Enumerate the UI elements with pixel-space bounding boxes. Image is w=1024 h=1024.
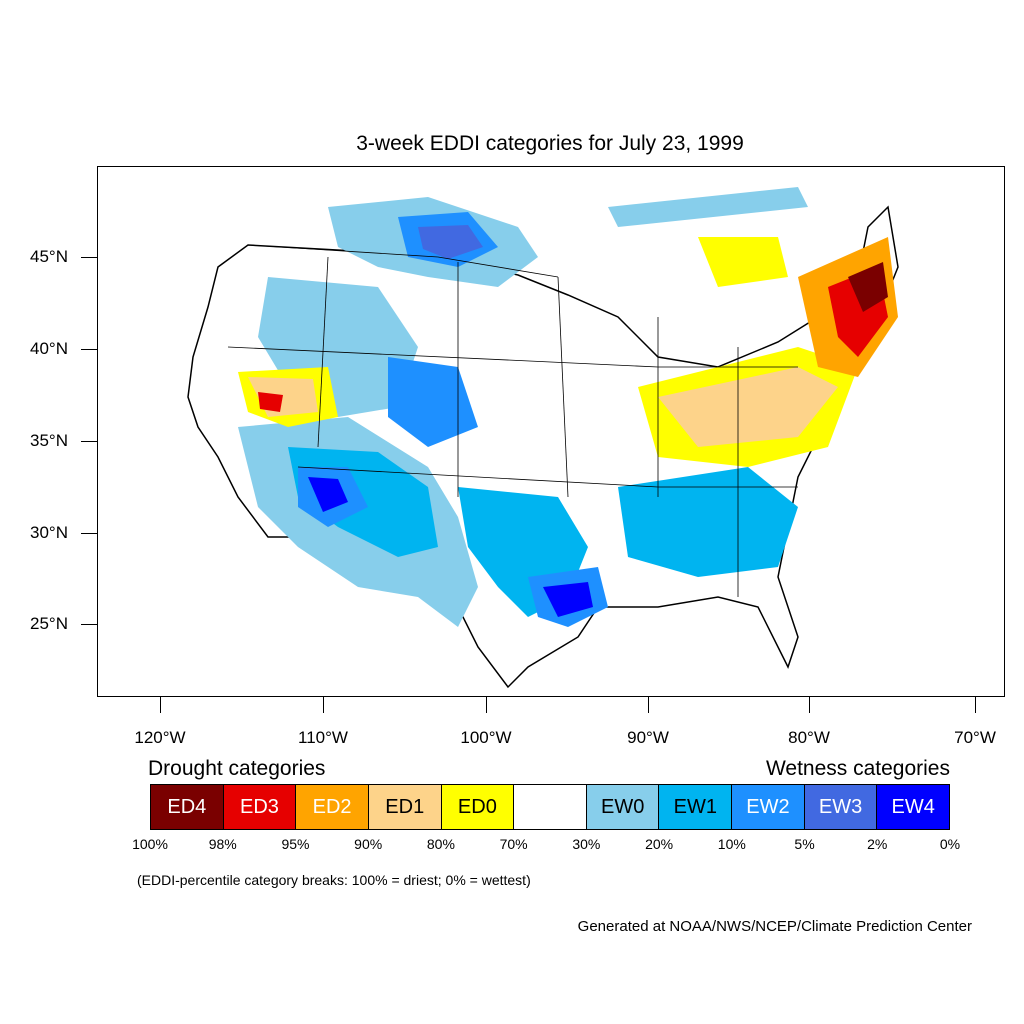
lat-label-30: 30°N [30,523,68,542]
lat-label-40: 40°N [30,339,68,358]
drought-heading: Drought categories [148,757,326,780]
lat-label-25: 25°N [30,614,68,633]
legend-cell-ed2: ED2 [296,785,369,829]
lon-tick [975,697,976,713]
lon-tick [486,697,487,713]
drought-region-great-lakes [698,237,788,287]
wet-region-montana-core [418,225,483,259]
legend-cell-ew1: EW1 [659,785,733,829]
lat-tick [81,624,97,625]
wet-region-colorado [388,357,478,447]
lat-tick [81,349,97,350]
credit-line: Generated at NOAA/NWS/NCEP/Climate Predi… [577,918,972,935]
break-label: 2% [867,836,888,852]
lon-tick [648,697,649,713]
lat-label-45: 45°N [30,247,68,266]
legend-cell-normal [514,785,587,829]
legend-cell-ew0: EW0 [586,785,660,829]
lon-tick [323,697,324,713]
legend-cell-ed4: ED4 [151,785,224,829]
break-label: 5% [794,836,815,852]
break-label: 90% [354,836,383,852]
lat-label-35: 35°N [30,431,68,450]
map-title: 3-week EDDI categories for July 23, 1999 [356,132,744,155]
lat-tick [81,257,97,258]
lon-label-90: 90°W [627,728,669,747]
map-panel [97,166,1005,697]
break-label: 80% [426,836,455,852]
break-label: 70% [499,836,528,852]
lon-tick [160,697,161,713]
legend-cell-ew3: EW3 [804,785,878,829]
wet-region-arizona-core [308,477,348,512]
lon-label-100: 100°W [460,728,512,747]
lon-tick [809,697,810,713]
lon-label-120: 120°W [134,728,186,747]
break-label: 98% [208,836,237,852]
lat-tick [81,441,97,442]
state-boundaries [227,244,798,597]
break-label: 30% [572,836,601,852]
legend-cell-ed1: ED1 [368,785,442,829]
break-label: 20% [645,836,674,852]
wet-region-texas-core [543,582,593,617]
break-label: 95% [281,836,310,852]
lat-tick [81,533,97,534]
lon-label-110: 110°W [298,728,348,747]
category-note: (EDDI-percentile category breaks: 100% =… [137,872,531,888]
lon-label-80: 80°W [788,728,830,747]
legend-cell-ed3: ED3 [223,785,297,829]
eddi-map [187,187,899,689]
wet-region-lake-superior [608,187,808,227]
legend-cell-ew4: EW4 [877,785,950,829]
category-legend: ED4 ED3 ED2 ED1 ED0 EW0 EW1 EW2 EW3 EW4 [150,784,950,830]
drought-region-nevada-peak [258,392,283,412]
wet-region-southeast [618,467,798,577]
break-label: 100% [132,836,168,852]
lon-label-70: 70°W [954,728,996,747]
legend-cell-ew2: EW2 [732,785,805,829]
wetness-heading: Wetness categories [765,757,950,780]
break-label: 10% [717,836,746,852]
legend-cell-ed0: ED0 [441,785,515,829]
drought-region-ohio-core [658,367,838,447]
break-label: 0% [939,836,961,852]
drought-region-northeast-peak [848,262,888,312]
